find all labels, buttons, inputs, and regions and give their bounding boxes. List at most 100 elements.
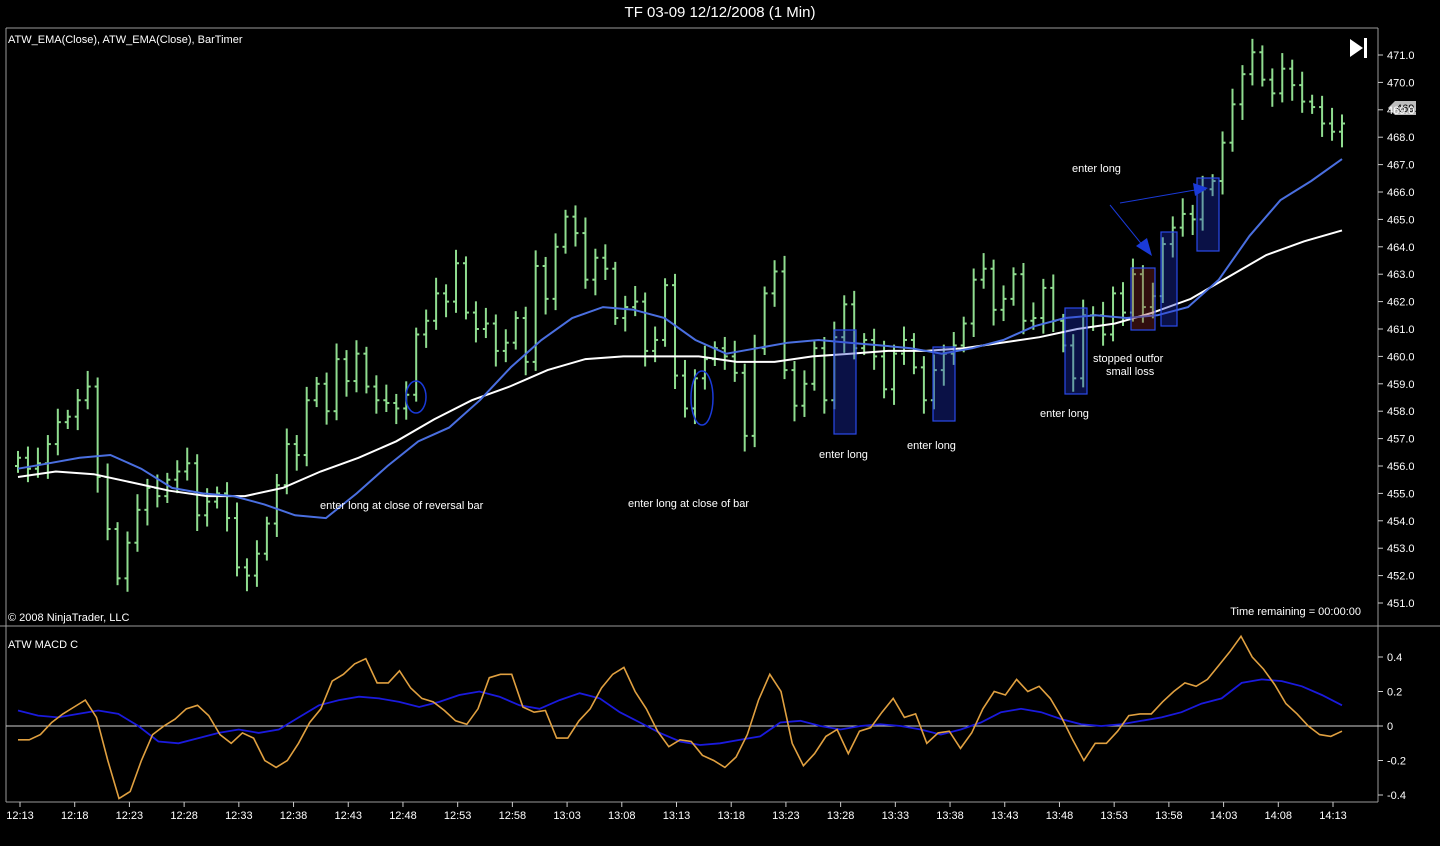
price-bar [1040,278,1047,334]
price-bar [900,326,907,365]
price-tick-label: 471.0 [1387,50,1415,62]
price-bar [622,295,629,332]
price-bar [84,370,91,410]
price-bar [492,314,499,367]
jump-to-end-icon[interactable] [1350,38,1367,58]
price-bar [881,340,888,399]
arrow-1-line [1109,204,1145,248]
annotation-enter-2: enter long [907,440,956,452]
price-bar [343,350,350,397]
price-bar [910,333,917,375]
entry-ellipse-2 [690,370,714,426]
entry-box-2 [932,346,956,422]
price-bar [273,473,280,537]
price-bar [960,316,967,353]
price-tick-label: 457.0 [1387,434,1415,446]
time-tick-label: 12:23 [116,810,144,822]
ema-fast-line [17,158,1343,520]
price-bar [1299,71,1306,113]
time-tick-label: 13:03 [553,810,581,822]
price-bar [1020,262,1027,335]
price-bar [751,334,758,448]
ema-slow-line [17,229,1343,498]
time-tick-label: 12:33 [225,810,253,822]
time-tick-label: 13:18 [717,810,745,822]
entry-box-4 [1160,231,1178,327]
price-bar [363,346,370,394]
price-bar [1100,301,1107,346]
price-bar [980,253,987,289]
time-tick-label: 13:28 [827,810,855,822]
price-tick-label: 458.0 [1387,406,1415,418]
price-bar [871,328,878,370]
entry-box-5 [1196,177,1220,252]
price-tick-label: 451.0 [1387,598,1415,610]
annotation-close-bar: enter long at close of bar [628,498,749,510]
price-bar [662,278,669,347]
annotations: enter long at close of reversal bar ente… [320,163,1220,512]
time-tick-label: 13:38 [936,810,964,822]
price-bar [413,327,420,402]
price-bar [323,372,330,425]
price-bar [711,341,718,366]
macd-axis: 0.4 0.2 0 -0.2 -0.4 [1378,652,1406,802]
price-tick-label: 461.0 [1387,324,1415,336]
indicators-label: ATW_EMA(Close), ATW_EMA(Close), BarTimer [8,34,243,46]
price-bar [1050,274,1057,333]
time-tick-label: 14:13 [1319,810,1347,822]
time-tick-label: 13:08 [608,810,636,822]
price-bar [1010,267,1017,306]
price-tick-label: 467.0 [1387,160,1415,172]
price-bar [54,408,61,456]
time-tick-label: 13:48 [1046,810,1074,822]
price-bar [64,409,71,430]
price-bar [472,301,479,343]
price-bar [353,340,360,393]
price-bar [1279,53,1286,103]
price-bar [164,472,171,503]
price-bar [791,361,798,422]
price-bar [701,345,708,390]
annotation-enter-3: enter long [1040,408,1089,420]
price-bar [174,460,181,494]
price-bar [15,450,21,473]
price-bar [482,307,489,339]
price-bar [612,261,619,325]
price-bar [512,311,519,350]
arrow-1-head [1136,238,1152,256]
time-tick-label: 12:18 [61,810,89,822]
price-tick-label: 459.0 [1387,379,1415,391]
macd-tick-label: 0.4 [1387,652,1402,664]
copyright-label: © 2008 NinjaTrader, LLC [8,612,129,624]
price-bar [672,273,679,390]
arrow-2-head [1193,183,1208,196]
price-bar [532,250,539,371]
price-tick-label: 463.0 [1387,269,1415,281]
price-axis: 471.0 470.0 469.0 468.0 467.0 466.0 465.0 464.0… [1378,50,1415,610]
price-bar [124,531,131,592]
price-tick-label: 468.0 [1387,132,1415,144]
price-bar [303,386,310,467]
price-bar [1070,334,1077,392]
time-tick-label: 13:43 [991,810,1019,822]
window-title: TF 03-09 12/12/2008 (1 Min) [624,4,816,21]
time-tick-label: 13:33 [882,810,910,822]
price-tick-label: 456.0 [1387,461,1415,473]
time-tick-label: 14:08 [1265,810,1293,822]
price-bar [920,356,927,414]
price-bar [1119,282,1126,326]
price-bar [502,329,509,363]
price-bar [224,482,231,532]
time-remaining-label: Time remaining = 00:00:00 [1230,606,1361,618]
price-tick-label: 452.0 [1387,571,1415,583]
price-tick-label: 466.0 [1387,187,1415,199]
price-bar [771,260,778,307]
price-bar [383,384,390,413]
price-bar [333,343,340,421]
price-bar [74,389,81,431]
price-bar [443,284,450,318]
price-bar [522,306,529,376]
macd-panel-label: ATW MACD C [8,639,78,651]
time-tick-label: 12:43 [334,810,362,822]
